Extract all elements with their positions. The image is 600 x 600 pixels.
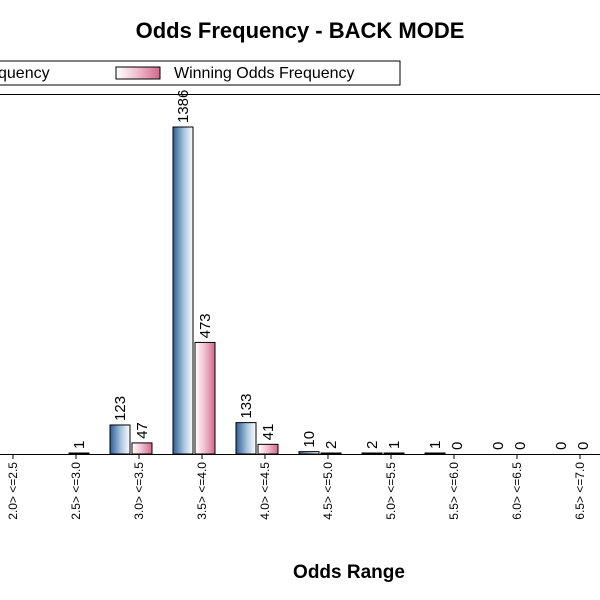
x-tick-label: 4.5> <=5.0 (321, 462, 335, 520)
x-tick-label: 6.5> <=7.0 (573, 462, 587, 520)
bar-series-2 (68, 452, 90, 455)
data-label-series-1: 123 (112, 396, 129, 421)
x-tick-label: 2.5> <=3.0 (69, 462, 83, 520)
data-label-series-2: 0 (449, 442, 466, 450)
bar-series-2 (194, 341, 216, 455)
data-label-series-1: 10 (301, 431, 318, 448)
legend-box (0, 60, 401, 86)
bar-series-2 (320, 452, 342, 455)
x-tick-label: 3.5> <=4.0 (195, 462, 209, 520)
bar-series-2 (383, 452, 405, 455)
data-label-series-2: 0 (575, 442, 592, 450)
data-label-series-2: 41 (260, 424, 277, 441)
data-label-series-1: 0 (553, 442, 570, 450)
data-label-series-1: 133 (238, 394, 255, 419)
data-label-series-2: 0 (512, 442, 529, 450)
x-tick-label: 5.0> <=5.5 (384, 462, 398, 520)
ticks-layer: 2.0> <=2.5 2.5> <=3.0 3.0> <=3.5 3.5> <=4.0… (6, 454, 587, 520)
data-label-series-1: 1386 (175, 90, 192, 123)
x-tick-label: 5.5> <=6.0 (447, 462, 461, 520)
data-label-series-1: 2 (364, 441, 381, 449)
bar-series-1 (109, 424, 131, 455)
data-label-series-2: 1 (71, 441, 88, 449)
data-label-series-2: 47 (134, 422, 151, 439)
x-axis-title: Odds Range (293, 562, 405, 583)
bar-series-1 (235, 422, 257, 455)
x-tick-label: 2.0> <=2.5 (6, 462, 20, 520)
x-tick-label: 3.0> <=3.5 (132, 462, 146, 520)
data-label-series-2: 1 (386, 441, 403, 449)
bar-series-1 (298, 451, 320, 455)
chart-title: Odds Frequency - BACK MODE (136, 18, 465, 43)
legend-swatch-series-2 (115, 66, 161, 80)
data-label-series-2: 2 (323, 441, 340, 449)
bar-series-2 (257, 443, 279, 455)
legend-label-series-2: Winning Odds Frequency (174, 65, 355, 82)
data-label-series-1: 1 (427, 441, 444, 449)
data-label-series-2: 473 (197, 313, 214, 338)
bar-series-2 (131, 442, 153, 455)
x-tick-label: 4.0> <=4.5 (258, 462, 272, 520)
bar-series-1 (172, 126, 194, 455)
x-tick-label: 6.0> <=6.5 (510, 462, 524, 520)
bar-series-1 (361, 452, 383, 455)
legend-label-series-1: quency (0, 65, 50, 82)
bar-series-1 (424, 452, 446, 455)
bars-layer: 1123471386473133411022110000000 (68, 90, 592, 455)
data-label-series-1: 0 (490, 442, 507, 450)
legend: quency Winning Odds Frequency (0, 60, 401, 86)
